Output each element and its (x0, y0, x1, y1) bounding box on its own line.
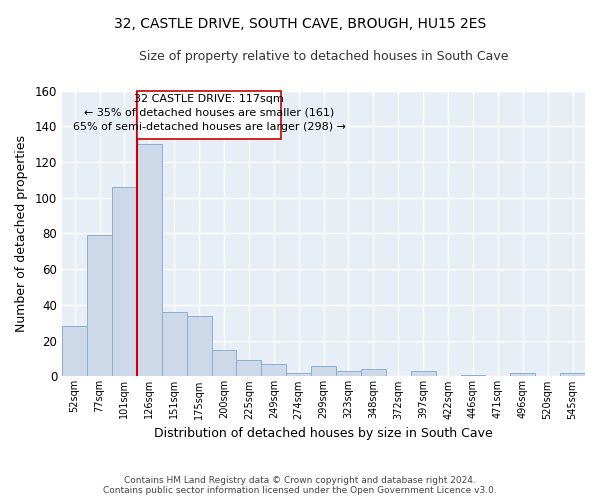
Bar (112, 187, 137, 376)
Text: 32 CASTLE DRIVE: 117sqm
← 35% of detached houses are smaller (161)
65% of semi-d: 32 CASTLE DRIVE: 117sqm ← 35% of detache… (73, 94, 346, 132)
Text: 32, CASTLE DRIVE, SOUTH CAVE, BROUGH, HU15 2ES: 32, CASTLE DRIVE, SOUTH CAVE, BROUGH, HU… (114, 18, 486, 32)
Bar (286, 373, 311, 376)
Bar (62, 326, 87, 376)
Y-axis label: Number of detached properties: Number of detached properties (15, 135, 28, 332)
Bar (361, 369, 386, 376)
X-axis label: Distribution of detached houses by size in South Cave: Distribution of detached houses by size … (154, 427, 493, 440)
Bar (336, 371, 361, 376)
Text: Contains HM Land Registry data © Crown copyright and database right 2024.
Contai: Contains HM Land Registry data © Crown c… (103, 476, 497, 495)
Bar (187, 316, 212, 376)
Bar (511, 373, 535, 376)
Bar (560, 373, 585, 376)
Bar (137, 144, 162, 376)
Bar (262, 364, 286, 376)
Bar (411, 371, 436, 376)
Title: Size of property relative to detached houses in South Cave: Size of property relative to detached ho… (139, 50, 508, 63)
Bar (212, 350, 236, 376)
Bar (311, 366, 336, 376)
Bar (236, 360, 262, 376)
Bar (162, 312, 187, 376)
Bar (87, 236, 112, 376)
Bar (137, 90, 281, 139)
Bar (461, 374, 485, 376)
